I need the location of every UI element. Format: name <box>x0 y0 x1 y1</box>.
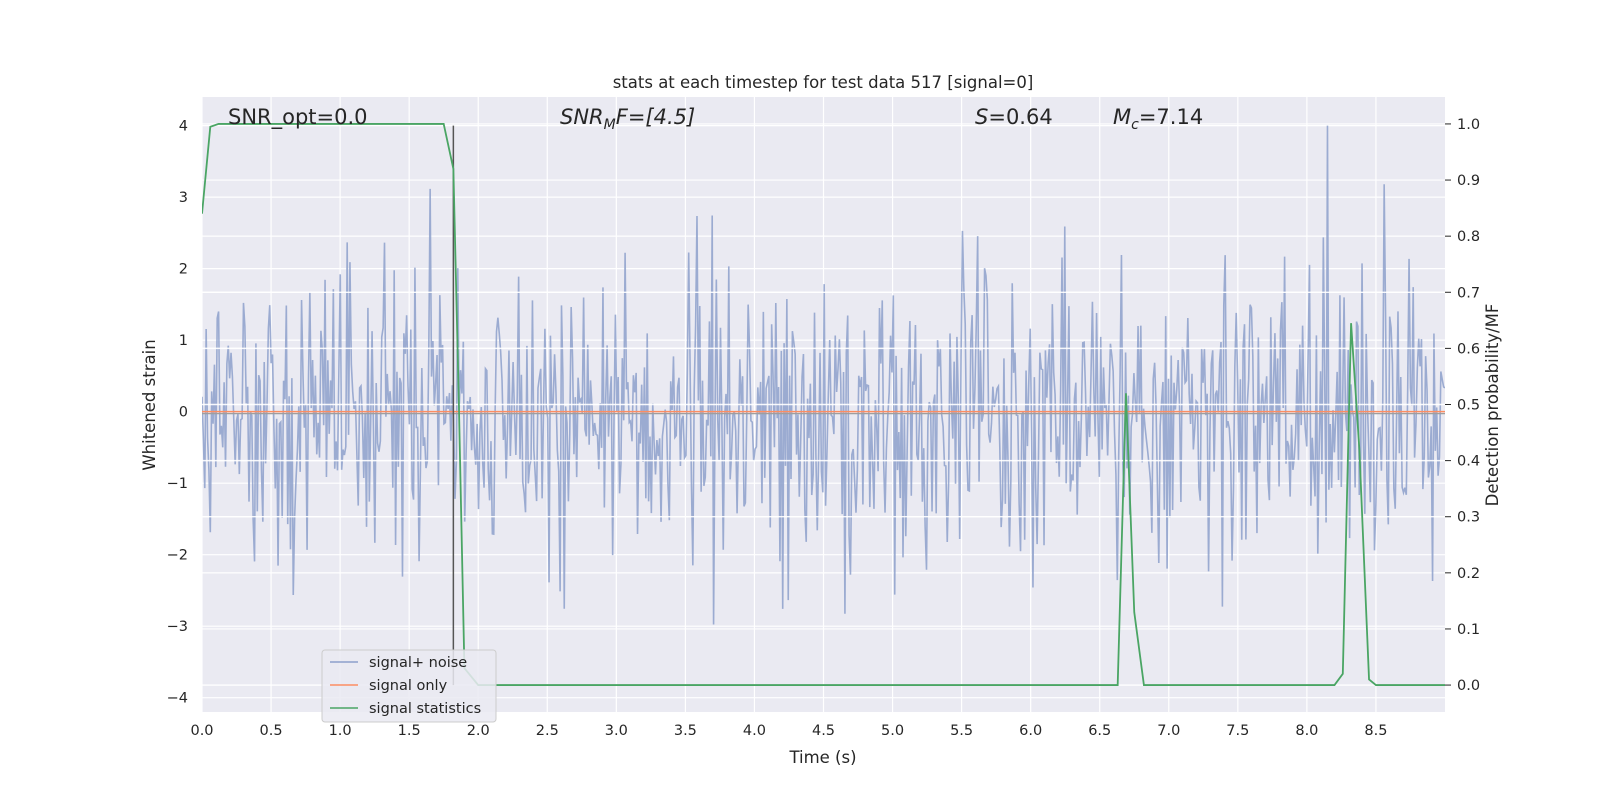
line-layer <box>202 123 1445 686</box>
legend-label-signal-only: signal only <box>369 678 448 694</box>
annotation-snr-mf: SNRMF=[4.5] <box>560 105 695 133</box>
y-right-tick-label: 0.9 <box>1457 173 1480 189</box>
x-tick-label: 5.0 <box>881 723 904 739</box>
x-tick-label: 2.5 <box>536 723 559 739</box>
y-right-tick-label: 0.7 <box>1457 285 1480 301</box>
y-right-tick-label: 0.4 <box>1457 454 1480 470</box>
x-tick-label: 4.0 <box>743 723 766 739</box>
legend-label-signal-statistics: signal statistics <box>369 701 481 717</box>
y-left-tick-label: −2 <box>167 548 188 564</box>
annotation-snr-mf-rest: F=[4.5] <box>616 105 695 129</box>
legend-box <box>321 649 497 723</box>
series-signal-noise-line <box>202 125 1445 625</box>
y-left-tick-label: 1 <box>179 333 188 349</box>
series-signal-statistics-line <box>202 123 1445 686</box>
x-tick-label: 3.5 <box>674 723 697 739</box>
x-tick-label: 5.5 <box>950 723 973 739</box>
y-right-tick-label: 0.2 <box>1457 566 1480 582</box>
y-left-tick-label: 4 <box>179 119 188 135</box>
annotation-snr-mf-sub: M <box>604 117 616 133</box>
y-right-tick-label: 0.6 <box>1457 341 1480 357</box>
y-right-tick-label: 1.0 <box>1457 117 1480 133</box>
y-right-tick-label: 0.3 <box>1457 510 1480 526</box>
x-tick-label: 6.5 <box>1088 723 1111 739</box>
x-tick-label: 6.0 <box>1019 723 1042 739</box>
y-right-tick-label: 0.5 <box>1457 398 1480 414</box>
y-right-tick-label: 0.0 <box>1457 678 1480 694</box>
x-tick-label: 4.5 <box>812 723 835 739</box>
annotation-s-rest: =0.64 <box>988 105 1052 129</box>
x-axis-label: Time (s) <box>788 748 856 767</box>
annotation-group: SNR_opt=0.0 SNRMF=[4.5] S=0.64 Mc=7.14 <box>228 105 1203 133</box>
y-left-tick-label: 0 <box>179 405 188 421</box>
y-left-tick-label: 2 <box>179 262 188 278</box>
annotation-mc-main: M <box>1113 105 1131 129</box>
x-tick-label: 1.5 <box>398 723 421 739</box>
x-tick-label: 1.0 <box>329 723 352 739</box>
data-layer <box>202 125 1445 625</box>
y-axis-label-left: Whitened strain <box>140 339 159 470</box>
y-left-tick-label: −4 <box>167 691 188 707</box>
chart-title: stats at each timestep for test data 517… <box>613 73 1034 92</box>
annotation-snr-opt: SNR_opt=0.0 <box>228 105 368 130</box>
legend-label-signal-noise: signal+ noise <box>369 655 467 671</box>
annotation-snr-mf-main: SNR <box>560 105 604 129</box>
y-axis-label-right: Detection probability/MF <box>1483 304 1502 507</box>
annotation-mc-rest: =7.14 <box>1139 105 1203 129</box>
y-right-tick-label: 0.8 <box>1457 229 1480 245</box>
annotation-mc-sub: c <box>1131 117 1139 133</box>
x-tick-label: 2.0 <box>467 723 490 739</box>
y-right-tick-label: 0.1 <box>1457 622 1480 638</box>
x-tick-label: 3.0 <box>605 723 628 739</box>
x-tick-label: 0.5 <box>260 723 283 739</box>
x-tick-label: 7.5 <box>1226 723 1249 739</box>
y-left-tick-label: −3 <box>167 619 188 635</box>
annotation-mc: Mc=7.14 <box>1113 105 1203 133</box>
x-tick-label: 7.0 <box>1157 723 1180 739</box>
x-tick-label: 8.0 <box>1295 723 1318 739</box>
legend: signal+ noise signal only signal statist… <box>321 649 497 723</box>
x-tick-label: 8.5 <box>1364 723 1387 739</box>
y-left-tick-label: 3 <box>179 190 188 206</box>
annotation-s-main: S <box>975 105 988 129</box>
tick-layer: 0.0 0.5 1.0 1.5 2.0 2.5 3.0 3.5 4.0 4.5 5.0 5.5 6.0 6… <box>167 117 1480 739</box>
x-tick-label: 0.0 <box>190 723 213 739</box>
y-left-tick-label: −1 <box>167 476 188 492</box>
annotation-s: S=0.64 <box>975 105 1053 129</box>
